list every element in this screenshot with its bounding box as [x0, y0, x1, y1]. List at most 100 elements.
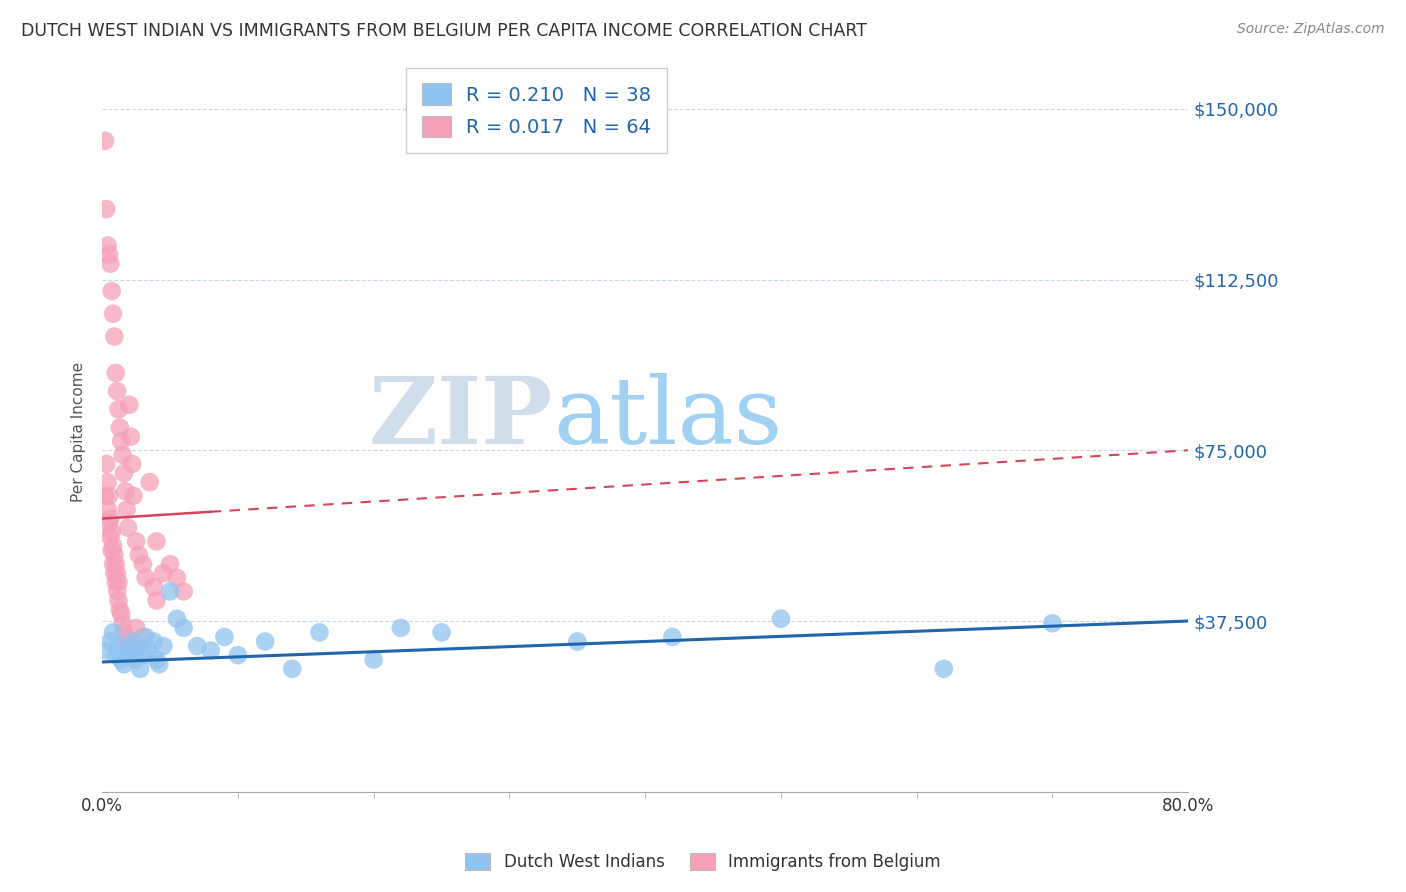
Point: [214, 630, 236, 644]
Point: [173, 621, 195, 635]
Point: [135, 571, 157, 585]
Point: [103, 548, 125, 562]
Point: [152, 566, 174, 581]
Point: [110, 653, 132, 667]
Point: [145, 534, 167, 549]
Point: [135, 630, 157, 644]
Point: [96, 457, 118, 471]
Point: [97, 502, 120, 516]
Point: [98, 530, 121, 544]
Text: Source: ZipAtlas.com: Source: ZipAtlas.com: [1237, 22, 1385, 37]
Point: [121, 634, 143, 648]
Point: [104, 557, 127, 571]
Point: [100, 525, 122, 540]
Point: [104, 648, 127, 662]
Text: DUTCH WEST INDIAN VS IMMIGRANTS FROM BELGIUM PER CAPITA INCOME CORRELATION CHART: DUTCH WEST INDIAN VS IMMIGRANTS FROM BEL…: [21, 22, 868, 40]
Point: [254, 634, 277, 648]
Point: [104, 575, 127, 590]
Text: atlas: atlas: [553, 373, 782, 463]
Point: [128, 548, 150, 562]
Point: [129, 662, 152, 676]
Point: [105, 384, 128, 399]
Point: [94, 489, 117, 503]
Point: [98, 634, 121, 648]
Point: [98, 489, 121, 503]
Point: [107, 402, 129, 417]
Point: [100, 284, 122, 298]
Point: [103, 329, 125, 343]
Point: [125, 534, 148, 549]
Point: [186, 639, 208, 653]
Point: [121, 457, 143, 471]
Point: [112, 625, 135, 640]
Point: [100, 543, 122, 558]
Point: [430, 625, 453, 640]
Point: [226, 648, 249, 662]
Point: [166, 612, 188, 626]
Legend: Dutch West Indians, Immigrants from Belgium: Dutch West Indians, Immigrants from Belg…: [457, 845, 949, 880]
Point: [159, 584, 181, 599]
Point: [118, 643, 141, 657]
Point: [389, 621, 412, 635]
Point: [105, 584, 128, 599]
Point: [107, 575, 129, 590]
Point: [105, 566, 128, 581]
Point: [132, 648, 155, 662]
Point: [111, 616, 134, 631]
Point: [115, 502, 138, 516]
Point: [114, 484, 136, 499]
Point: [125, 621, 148, 635]
Point: [308, 625, 330, 640]
Point: [200, 643, 222, 657]
Point: [152, 639, 174, 653]
Point: [101, 539, 124, 553]
Point: [115, 648, 138, 662]
Point: [96, 643, 118, 657]
Point: [138, 643, 160, 657]
Point: [145, 653, 167, 667]
Point: [132, 557, 155, 571]
Point: [97, 238, 120, 252]
Y-axis label: Per Capita Income: Per Capita Income: [72, 362, 86, 502]
Point: [118, 398, 141, 412]
Point: [115, 634, 138, 648]
Point: [98, 257, 121, 271]
Point: [101, 307, 124, 321]
Point: [567, 634, 589, 648]
Point: [148, 657, 170, 672]
Point: [98, 247, 121, 261]
Point: [108, 420, 131, 434]
Point: [127, 639, 149, 653]
Point: [107, 639, 129, 653]
Point: [173, 584, 195, 599]
Point: [112, 466, 135, 480]
Point: [138, 475, 160, 490]
Point: [159, 557, 181, 571]
Point: [97, 475, 120, 490]
Point: [103, 566, 125, 581]
Point: [110, 434, 132, 449]
Point: [132, 630, 155, 644]
Point: [769, 612, 792, 626]
Point: [98, 511, 121, 525]
Point: [101, 625, 124, 640]
Text: ZIP: ZIP: [368, 373, 553, 463]
Point: [110, 607, 132, 622]
Legend: R = 0.210   N = 38, R = 0.017   N = 64: R = 0.210 N = 38, R = 0.017 N = 64: [406, 68, 666, 153]
Point: [122, 489, 145, 503]
Point: [661, 630, 683, 644]
Point: [104, 366, 127, 380]
Point: [111, 448, 134, 462]
Point: [94, 134, 117, 148]
Point: [166, 571, 188, 585]
Point: [142, 580, 165, 594]
Point: [107, 593, 129, 607]
Point: [101, 557, 124, 571]
Point: [142, 634, 165, 648]
Point: [118, 648, 141, 662]
Point: [281, 662, 304, 676]
Point: [932, 662, 955, 676]
Point: [117, 639, 139, 653]
Point: [363, 653, 385, 667]
Point: [120, 430, 142, 444]
